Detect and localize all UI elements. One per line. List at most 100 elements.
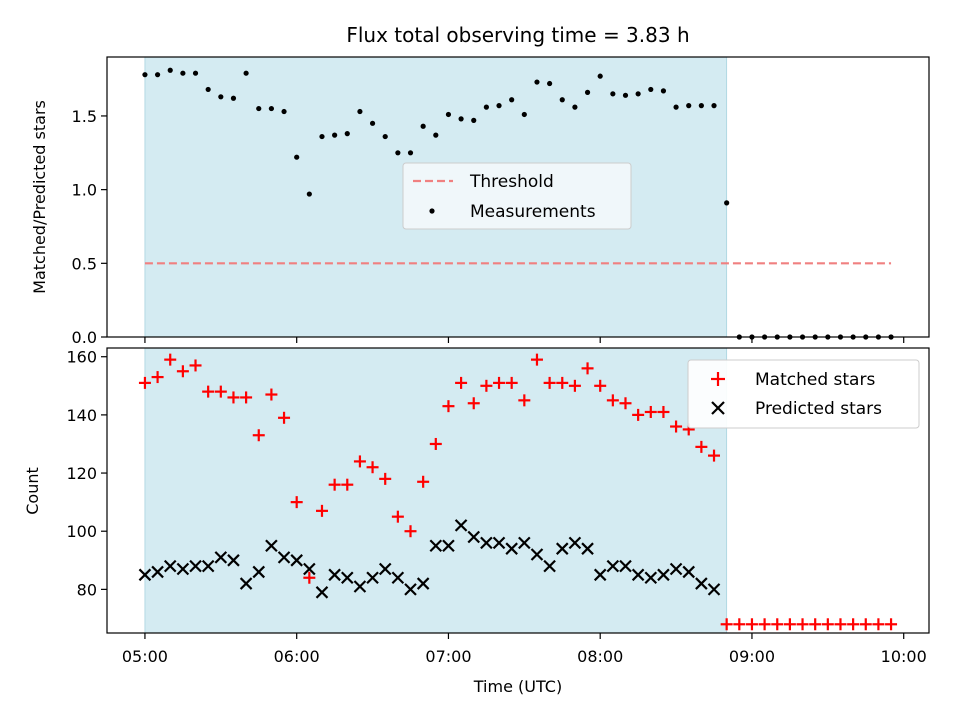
matched-star-point — [480, 379, 493, 392]
measurement-point — [572, 104, 578, 110]
predicted-star-point — [189, 559, 202, 573]
matched-star-point — [543, 376, 556, 389]
matched-star-point — [341, 478, 354, 491]
measurement-point — [597, 73, 603, 79]
matched-star-point — [214, 385, 227, 398]
predicted-star-point — [505, 542, 518, 555]
matched-star-point — [429, 437, 442, 450]
measurement-point — [294, 154, 300, 160]
matched-star-point — [353, 455, 366, 468]
matched-star-point — [290, 496, 303, 509]
matched-stars-points — [138, 353, 898, 631]
measurement-point — [635, 91, 641, 97]
measurement-point — [154, 72, 161, 78]
measurement-point — [281, 108, 287, 115]
measurement-point — [306, 191, 312, 197]
matched-star-point — [391, 510, 404, 523]
matched-star-point — [771, 618, 784, 631]
measurements-legend-label: Measurements — [470, 202, 596, 222]
bottom-y-tick-label: 120 — [66, 464, 97, 483]
matched-star-point — [657, 405, 670, 418]
predicted-star-point — [707, 583, 721, 596]
measurement-point — [357, 108, 363, 115]
matched-star-point — [404, 525, 417, 538]
matched-star-point — [632, 408, 645, 421]
predicted-star-point — [328, 568, 341, 582]
top-legend-box — [402, 162, 632, 230]
predicted-star-point — [669, 562, 683, 576]
bottom-axes-frame — [106, 347, 930, 634]
predicted-star-point — [277, 551, 291, 564]
matched-star-point — [644, 405, 657, 418]
bottom-x-ticks: 05:00 06:00 07:00 08:00 09:00 10:00 — [122, 633, 927, 666]
measurement-point — [584, 89, 591, 95]
bottom-x-tick-label: 08:00 — [577, 647, 623, 666]
bottom-y-tick-label: 160 — [66, 348, 97, 367]
predicted-legend-label: Predicted stars — [755, 399, 882, 419]
measurement-point — [648, 86, 654, 93]
matched-star-point — [568, 379, 581, 392]
predicted-star-point — [606, 559, 620, 573]
matched-star-point — [505, 376, 518, 389]
matched-star-point — [847, 618, 860, 631]
predicted-star-point — [657, 568, 670, 582]
matched-legend-swatch — [711, 372, 725, 386]
matched-star-point — [758, 618, 771, 631]
top-y-tick-label: 0.0 — [72, 328, 97, 347]
matched-star-point — [606, 394, 619, 407]
top-y-tick-label: 1.5 — [72, 107, 97, 126]
bottom-x-tick-label: 06:00 — [274, 647, 320, 666]
measurement-point — [268, 105, 274, 112]
predicted-star-point — [163, 559, 177, 573]
predicted-star-point — [454, 519, 468, 532]
matched-star-point — [227, 391, 240, 404]
predicted-star-point — [568, 536, 582, 550]
bottom-legend: Matched stars Predicted stars — [687, 359, 920, 429]
bottom-y-ticks: 80 100 120 140 160 — [66, 348, 107, 599]
matched-star-point — [138, 376, 151, 389]
measurement-point — [218, 94, 224, 100]
predicted-star-point — [315, 586, 329, 599]
measurement-point — [420, 123, 426, 129]
measurement-point — [167, 67, 173, 73]
matched-star-point — [265, 388, 278, 401]
measurement-point — [559, 97, 565, 103]
matched-star-point — [240, 391, 253, 404]
matched-star-point — [670, 420, 683, 433]
predicted-star-point — [593, 568, 607, 582]
matched-star-point — [720, 618, 733, 631]
measurement-point — [496, 103, 502, 109]
predicted-star-point — [227, 554, 240, 567]
matched-star-point — [809, 618, 822, 631]
top-y-axis-label: Matched/Predicted stars — [30, 100, 49, 294]
measurement-point — [698, 103, 704, 109]
bottom-x-tick-label: 05:00 — [122, 647, 168, 666]
predicted-star-point — [366, 571, 379, 585]
matched-star-point — [581, 362, 594, 375]
top-y-tick-label: 0.5 — [72, 254, 97, 273]
predicted-star-point — [530, 548, 544, 561]
predicted-star-point — [442, 539, 455, 553]
matched-star-point — [366, 461, 379, 474]
matched-star-point — [164, 353, 177, 366]
predicted-star-point — [416, 577, 430, 590]
bottom-x-tick-label: 10:00 — [881, 647, 927, 666]
measurement-point — [319, 133, 325, 140]
predicted-star-point — [404, 583, 417, 596]
predicted-star-point — [340, 571, 354, 585]
matched-star-point — [379, 472, 392, 485]
matched-star-point — [619, 397, 632, 410]
measurement-point — [433, 132, 439, 138]
predicted-star-point — [543, 559, 556, 573]
predicted-star-point — [581, 542, 594, 555]
predicted-star-point — [138, 568, 152, 582]
measurement-point — [711, 103, 717, 109]
matched-star-point — [151, 371, 164, 384]
measurement-point — [610, 91, 616, 97]
matched-star-point — [252, 429, 265, 442]
predicted-star-point — [467, 530, 481, 544]
predicted-star-point — [391, 571, 405, 585]
top-x-ticks — [144, 337, 905, 343]
matched-star-point — [796, 618, 809, 631]
measurement-point — [660, 88, 667, 94]
